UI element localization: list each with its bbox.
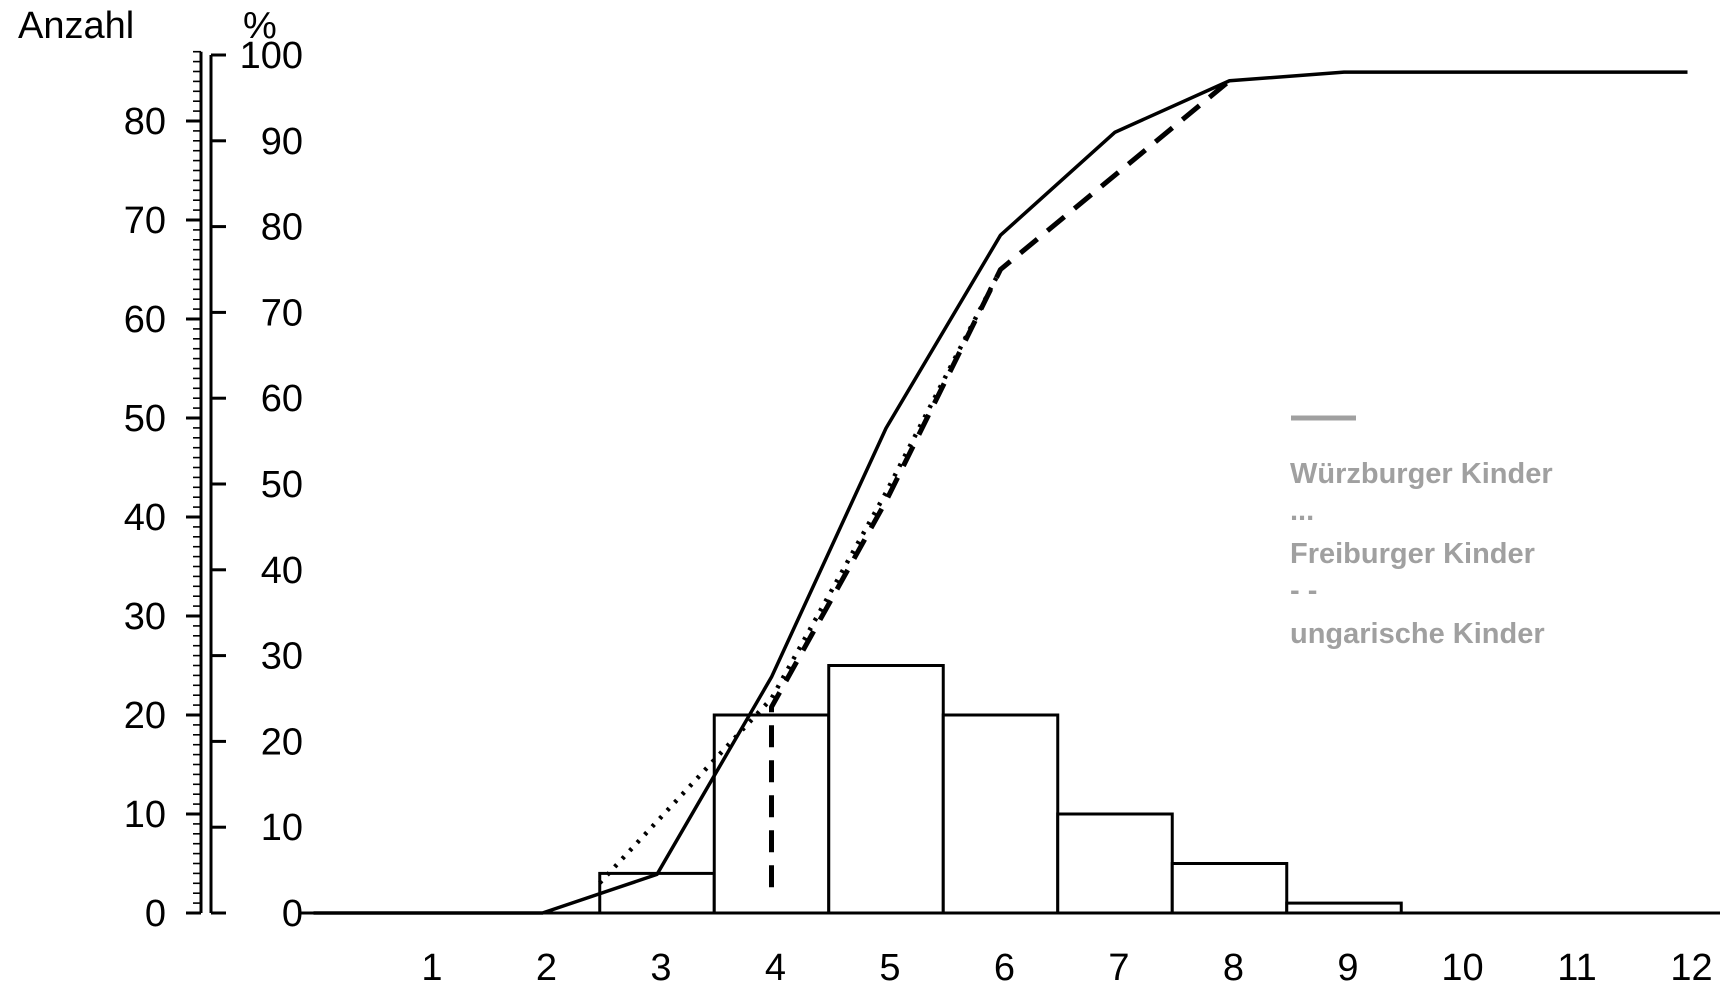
left-axis-label: Anzahl	[18, 5, 134, 47]
line-ungarn	[769, 78, 1232, 888]
x-tick-label: 1	[421, 947, 442, 984]
percent-tick-label: 80	[261, 207, 303, 249]
count-tick-label: 0	[145, 893, 166, 935]
x-tick-label: 12	[1670, 947, 1712, 984]
percent-tick-label: 60	[261, 378, 303, 420]
histogram-bar	[598, 871, 716, 915]
x-tick-label: 4	[765, 947, 786, 984]
legend-marker: —	[1291, 403, 1320, 435]
legend-marker: ...	[1290, 495, 1314, 527]
x-axis: 1 2 3 4 5 6 7 8 9 10 11 12	[300, 911, 1720, 984]
percent-tick-label: 40	[261, 550, 303, 592]
x-tick-label: 2	[536, 947, 557, 984]
percent-tick-label: 10	[261, 807, 303, 849]
count-tick-label: 70	[124, 200, 166, 242]
count-axis: 0 10 20 30 40 50 60 70 80	[124, 50, 203, 935]
histogram-bar	[1056, 812, 1174, 915]
percent-tick-label: 90	[261, 121, 303, 163]
x-tick-label: 3	[650, 947, 671, 984]
series-lines	[313, 70, 1688, 915]
legend-label: Freiburger Kinder	[1290, 538, 1535, 570]
legend-label: Würzburger Kinder	[1290, 458, 1553, 490]
histogram-bars	[598, 664, 1403, 915]
percent-tick-label: 70	[261, 292, 303, 334]
x-tick-label: 8	[1223, 947, 1244, 984]
histogram-bar	[1170, 862, 1289, 915]
legend-label: ungarische Kinder	[1290, 618, 1545, 650]
percent-axis: 0 10 20 30 40 50 60 70 80 90 100	[209, 35, 303, 935]
count-tick-label: 60	[124, 299, 166, 341]
x-tick-label: 10	[1441, 947, 1483, 984]
x-tick-label: 7	[1108, 947, 1129, 984]
percent-tick-label: 20	[261, 721, 303, 763]
count-tick-label: 80	[124, 101, 166, 143]
histogram-bar	[1285, 901, 1403, 915]
count-tick-label: 10	[124, 794, 166, 836]
x-tick-label: 11	[1557, 947, 1596, 984]
histogram-bar	[827, 664, 945, 915]
line-wuerzburg	[313, 70, 1688, 915]
percent-tick-label: 30	[261, 636, 303, 678]
count-tick-label: 20	[124, 695, 166, 737]
percent-tick-label: 50	[261, 464, 303, 506]
legend-marker: - -	[1290, 575, 1317, 607]
count-tick-label: 30	[124, 596, 166, 638]
percent-tick-label: 0	[282, 893, 303, 935]
legend: Würzburger Kinder... Freiburger Kinder - -…	[1290, 403, 1553, 650]
right-axis-label: %	[243, 5, 277, 47]
count-tick-label: 40	[124, 497, 166, 539]
count-tick-label: 50	[124, 398, 166, 440]
percent-tick-label: 100	[240, 35, 303, 77]
x-tick-label: 9	[1337, 947, 1358, 984]
x-tick-label: 5	[879, 947, 900, 984]
x-tick-label: 6	[994, 947, 1015, 984]
histogram-bar	[941, 713, 1060, 915]
